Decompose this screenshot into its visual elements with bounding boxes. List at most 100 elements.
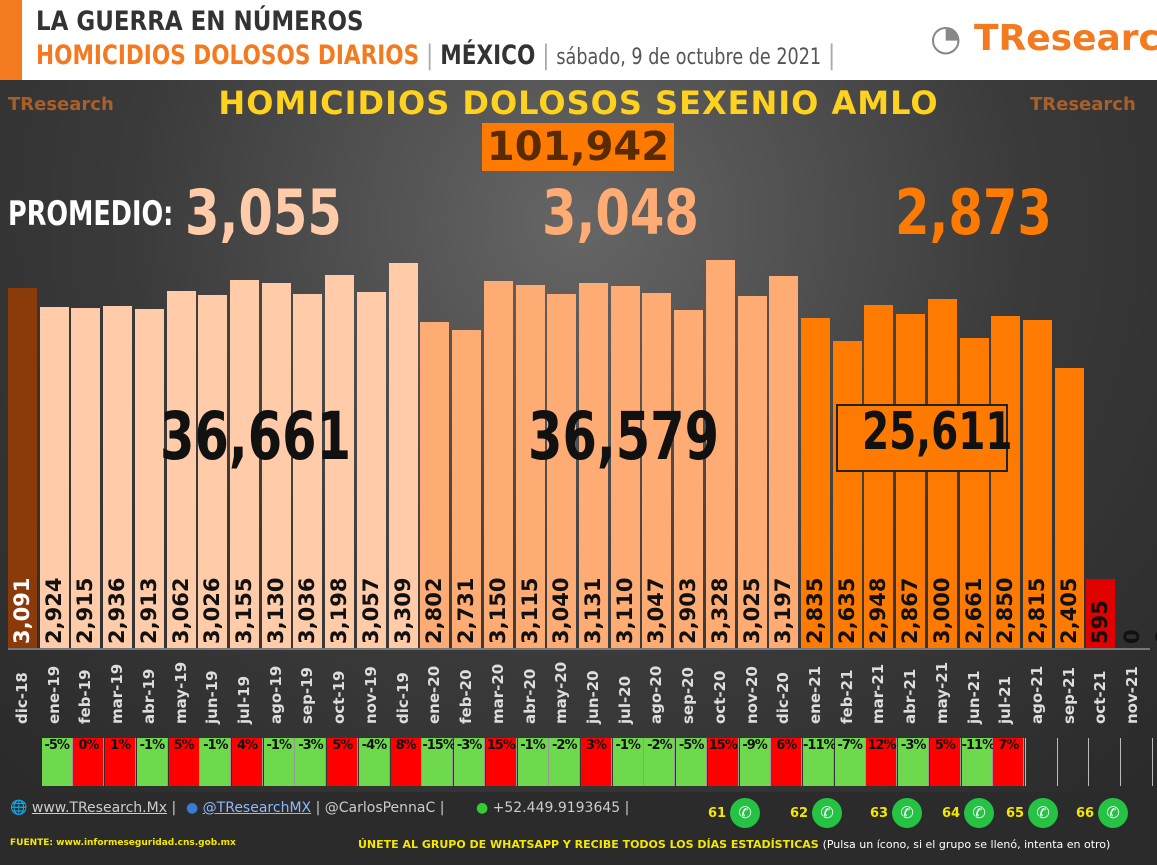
bar-may-20: 3,040 (547, 293, 577, 648)
month-label: jun-19 (203, 670, 222, 724)
total-2021: 25,611 (862, 402, 1013, 462)
month-label: ago-20 (647, 665, 666, 724)
bar-sep-20: 2,903 (674, 309, 704, 648)
pct-change-cell: 7% (993, 738, 1025, 786)
header: LA GUERRA EN NÚMEROS HOMICIDIOS DOLOSOS … (0, 0, 1157, 80)
bar-value-label: 595 (1088, 600, 1113, 644)
logo-text: TResearch (973, 18, 1157, 59)
whatsapp-icon: ✆ (730, 798, 761, 828)
twitter-icon: ● (186, 800, 199, 816)
header-subtitle: HOMICIDIOS DOLOSOS DIARIOS | MÉXICO | sá… (36, 40, 836, 71)
pct-change-cell: -3% (454, 738, 486, 786)
pct-change-cell: -4% (358, 738, 390, 786)
total-2019: 36,661 (160, 398, 352, 475)
pct-change-cell: -5% (676, 738, 708, 786)
bar-value-label: 3,040 (549, 577, 574, 644)
accent-bar (0, 0, 22, 80)
cta-note: (Pulsa un ícono, si el grupo se llenó, i… (822, 838, 1111, 851)
bar-value-label: 2,835 (803, 577, 827, 644)
cta-text: ÚNETE AL GRUPO DE WHATSAPP Y RECIBE TODO… (358, 838, 819, 851)
pct-change-cell: -1% (517, 738, 549, 786)
whatsapp-group-61[interactable]: 61 ✆ (708, 798, 761, 828)
whatsapp-icon: ✆ (812, 798, 843, 828)
month-label: feb-20 (457, 669, 476, 724)
month-label: abr-21 (901, 668, 920, 724)
bar-value-label: 3,115 (517, 577, 542, 644)
twitter-text: @TResearchMX (202, 800, 312, 816)
separator (1056, 738, 1058, 786)
bar-value-label: 3,036 (295, 577, 320, 644)
bar-value-label: 2,903 (676, 577, 701, 644)
bar-jul-19: 3,155 (230, 280, 260, 648)
bar-abr-20: 3,115 (515, 285, 545, 648)
pct-change-cell: -11% (803, 738, 837, 786)
month-label: may-21 (932, 661, 951, 724)
bar-ene-19: 2,924 (39, 307, 69, 648)
month-label: may-19 (171, 661, 190, 724)
header-title: LA GUERRA EN NÚMEROS (36, 6, 364, 37)
chart-logo-icon: ◔ (930, 18, 962, 59)
phone-icon: ● (476, 800, 489, 816)
bar-may-19: 3,062 (166, 291, 196, 648)
pct-change-cell: 8% (390, 738, 422, 786)
phone-link[interactable]: ● +52.449.9193645 | (476, 800, 630, 816)
pct-change-cell: -11% (961, 738, 995, 786)
pct-change-cell: 5% (168, 738, 200, 786)
pct-change-cell: -15% (422, 738, 456, 786)
bar-value-label: 3,198 (327, 577, 352, 644)
bar-value-label: 2,915 (73, 577, 98, 644)
month-label: nov-21 (1123, 666, 1142, 724)
group-number: 61 (708, 805, 727, 821)
bar-value-label: 3,026 (200, 577, 225, 644)
bar-value-label: 3,197 (771, 577, 796, 644)
month-label: abr-19 (139, 668, 158, 724)
separator (1151, 738, 1153, 786)
whatsapp-group-62[interactable]: 62 ✆ (790, 798, 843, 828)
bar-value-label: 2,924 (41, 577, 66, 644)
month-label: dic-19 (393, 672, 412, 724)
bar-value-label: 2,731 (454, 577, 479, 644)
chart-area: TResearch TResearch HOMICIDIOS DOLOSOS S… (0, 80, 1157, 792)
bar-value-label: 2,661 (961, 577, 986, 644)
total-2021-box (836, 404, 1008, 472)
watermark-logo-right: TResearch (1030, 94, 1136, 115)
watermark-logo-left: TResearch (8, 94, 114, 115)
bar-value-label: 2,405 (1056, 577, 1081, 644)
month-label: ago-19 (266, 665, 285, 724)
bar-value-label: 3,328 (707, 577, 732, 644)
whatsapp-icon: ✆ (964, 798, 995, 828)
pct-change-cell: -2% (644, 738, 676, 786)
whatsapp-group-65[interactable]: 65 ✆ (1006, 798, 1059, 828)
bar-value-label: 3,150 (485, 577, 510, 644)
month-label: feb-21 (837, 669, 856, 724)
bar-jun-21: 2,661 (959, 338, 989, 648)
bar-value-label: 3,131 (580, 577, 605, 644)
pct-change-cell: -3% (898, 738, 930, 786)
whatsapp-icon: ✆ (1028, 798, 1059, 828)
month-label: oct-21 (1091, 670, 1110, 724)
tresearch-logo[interactable]: ◔ TResearch (930, 18, 1157, 59)
month-label: oct-19 (330, 670, 349, 724)
pct-change-cell: -7% (834, 738, 866, 786)
whatsapp-group-64[interactable]: 64 ✆ (942, 798, 995, 828)
group-number: 62 (790, 805, 809, 821)
bar-value-label: 3,091 (10, 577, 34, 644)
bar-value-label: 0 (1151, 629, 1157, 644)
bar-may-21: 3,000 (927, 298, 957, 648)
twitter-link[interactable]: ● @TResearchMX | @CarlosPennaC | (186, 800, 445, 816)
group-number: 65 (1006, 805, 1025, 821)
separator (1088, 738, 1090, 786)
bar-dic-18: 3,091 (8, 287, 37, 648)
web-link[interactable]: 🌐 www.TResearch.Mx | (10, 800, 177, 816)
pct-change-cell: -9% (739, 738, 771, 786)
bar-value-label: 3,062 (168, 577, 193, 644)
month-label: mar-20 (488, 663, 507, 724)
whatsapp-group-66[interactable]: 66 ✆ (1076, 798, 1129, 828)
whatsapp-group-63[interactable]: 63 ✆ (870, 798, 923, 828)
month-label: sep-21 (1059, 667, 1078, 724)
logo-text: TResearch (8, 94, 114, 115)
month-label: nov-19 (361, 666, 380, 724)
pct-change-cell: -3% (295, 738, 327, 786)
bar-feb-19: 2,915 (71, 308, 101, 648)
pct-change-cell: 12% (866, 738, 898, 786)
